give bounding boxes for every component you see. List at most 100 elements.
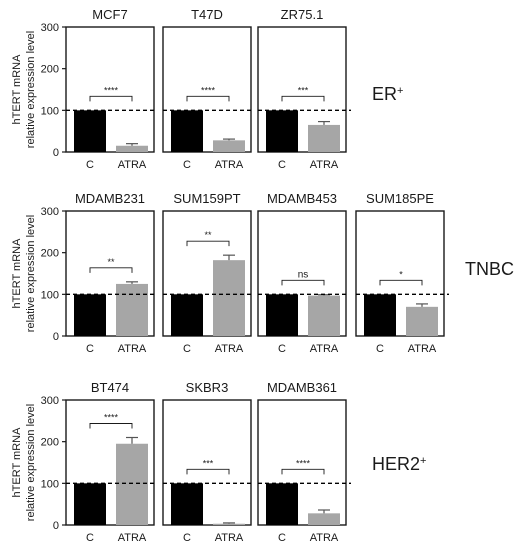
significance-bracket <box>281 95 325 102</box>
significance-label: **** <box>104 413 119 423</box>
x-tick-label: C <box>86 343 94 355</box>
x-tick-label: C <box>278 343 286 355</box>
bar-control <box>74 294 106 336</box>
x-tick-label: C <box>278 159 286 171</box>
x-tick-label: ATRA <box>118 532 147 544</box>
panel-zr75-1: ZR75.1 C ATRA *** <box>257 7 351 171</box>
panel-frame <box>65 26 155 153</box>
x-tick-label: C <box>86 159 94 171</box>
group-label: ER+ <box>372 84 403 104</box>
bar-atra <box>213 523 245 525</box>
y-axis-label: hTERT mRNA <box>11 238 23 309</box>
bar-atra <box>213 140 245 152</box>
x-tick-label: ATRA <box>310 343 339 355</box>
significance-label: ns <box>298 269 309 280</box>
significance-label: **** <box>201 85 216 95</box>
significance-bracket <box>89 267 133 273</box>
y-axis-label: relative expression level <box>25 31 37 148</box>
panel-frame <box>162 26 252 153</box>
y-tick-label: 300 <box>41 22 59 34</box>
bar-atra <box>116 443 148 525</box>
y-tick-label: 300 <box>41 206 59 218</box>
significance-bracket <box>186 240 230 247</box>
group-label-superscript: + <box>420 455 426 467</box>
y-axis-label: hTERT mRNA <box>11 54 23 125</box>
panel-mcf7: MCF7 0 100 200 300 hTERT mRNA relative express… <box>11 7 155 171</box>
bar-atra <box>406 306 438 336</box>
x-tick-label: C <box>183 343 191 355</box>
y-tick-label: 0 <box>53 520 59 532</box>
panel-frame <box>65 210 155 337</box>
panel-title: BT474 <box>91 380 129 395</box>
significance-bracket <box>186 468 230 475</box>
panel-mdamb453: MDAMB453 C ATRA ns <box>257 191 347 355</box>
significance-bracket <box>281 468 325 475</box>
panel-title: ZR75.1 <box>281 7 324 22</box>
y-tick-label: 0 <box>53 147 59 159</box>
bar-control <box>171 110 203 152</box>
panel-frame <box>257 26 347 153</box>
y-tick-label: 100 <box>41 105 59 117</box>
group-label: TNBC <box>465 259 514 279</box>
significance-label: *** <box>203 458 214 468</box>
bar-control <box>74 110 106 152</box>
panel-title: MDAMB361 <box>267 380 337 395</box>
bar-atra <box>308 513 340 525</box>
x-tick-label: ATRA <box>118 159 147 171</box>
panel-mdamb231: MDAMB231 0 100 200 300 hTERT mRNA relative exp… <box>11 191 155 355</box>
y-tick-label: 100 <box>41 478 59 490</box>
x-tick-label: C <box>183 532 191 544</box>
bar-control <box>171 483 203 525</box>
significance-bracket <box>89 95 133 102</box>
y-tick-label: 200 <box>41 64 59 76</box>
significance-bracket <box>379 279 423 286</box>
panel-frame <box>162 210 252 337</box>
bar-control <box>364 294 396 336</box>
x-tick-label: C <box>376 343 384 355</box>
panel-title: SUM185PE <box>366 191 434 206</box>
significance-label: **** <box>296 458 311 468</box>
x-tick-label: C <box>183 159 191 171</box>
significance-label: *** <box>298 85 309 95</box>
bar-atra <box>213 260 245 336</box>
significance-label: **** <box>104 85 119 95</box>
panel-frame <box>257 210 347 337</box>
panel-sum185pe: SUM185PE C ATRA * <box>355 191 449 355</box>
x-tick-label: ATRA <box>408 343 437 355</box>
panel-mdamb361: MDAMB361 C ATRA **** <box>257 380 351 544</box>
y-axis-label: relative expression level <box>25 215 37 332</box>
bar-atra <box>308 124 340 152</box>
panel-title: T47D <box>191 7 223 22</box>
group-label: HER2+ <box>372 454 426 474</box>
panel-frame <box>162 399 252 526</box>
significance-bracket <box>89 423 133 429</box>
significance-label: * <box>399 269 403 279</box>
significance-label: ** <box>107 257 115 267</box>
panel-frame <box>257 399 347 526</box>
panel-bt474: BT474 0 100 200 300 hTERT mRNA relative expres… <box>11 380 155 544</box>
panel-title: MCF7 <box>92 7 127 22</box>
y-axis-label: relative expression level <box>25 404 37 521</box>
panel-frame <box>355 210 445 337</box>
panel-frame <box>65 399 155 526</box>
x-tick-label: ATRA <box>215 159 244 171</box>
bar-control <box>266 294 298 336</box>
panel-t47d: T47D C ATRA **** <box>162 7 252 171</box>
bar-control <box>266 110 298 152</box>
y-tick-label: 200 <box>41 248 59 260</box>
x-tick-label: ATRA <box>215 532 244 544</box>
panel-title: SKBR3 <box>186 380 229 395</box>
panel-title: SUM159PT <box>173 191 240 206</box>
panel-skbr3: SKBR3 C ATRA *** <box>162 380 252 544</box>
significance-bracket <box>186 95 230 102</box>
significance-label: ** <box>204 230 212 240</box>
y-axis-label: hTERT mRNA <box>11 427 23 498</box>
x-tick-label: ATRA <box>310 532 339 544</box>
x-tick-label: ATRA <box>118 343 147 355</box>
y-tick-label: 200 <box>41 437 59 449</box>
panel-title: MDAMB231 <box>75 191 145 206</box>
bar-control <box>266 483 298 525</box>
x-tick-label: ATRA <box>310 159 339 171</box>
x-tick-label: ATRA <box>215 343 244 355</box>
